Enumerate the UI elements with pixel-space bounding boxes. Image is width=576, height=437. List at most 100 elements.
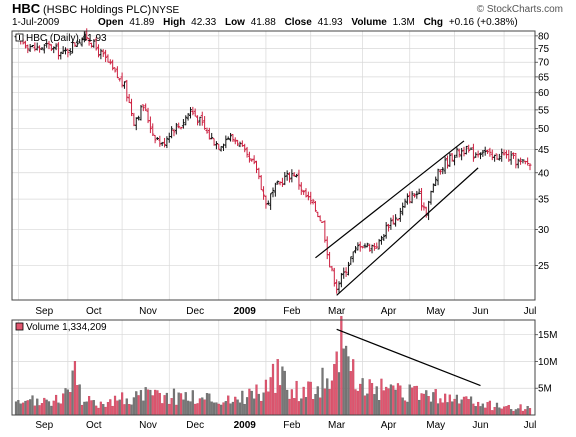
ohlc-bar — [339, 272, 343, 288]
volume-bar — [83, 401, 86, 416]
ohlc-bar — [207, 127, 211, 140]
volume-bar — [189, 401, 192, 416]
ohlc-bar — [144, 103, 148, 112]
volume-bar — [118, 399, 121, 416]
ohlc-bar — [375, 242, 379, 249]
ohlc-bar — [198, 116, 202, 126]
ohlc-bar — [349, 256, 353, 265]
volume-bar — [366, 393, 369, 416]
open-value: 41.89 — [129, 17, 154, 28]
ohlc-bar — [304, 188, 308, 198]
ohlc-bar — [99, 48, 103, 60]
ohlc-bar — [450, 153, 454, 162]
volume-bar — [304, 397, 308, 416]
ohlc-bar — [214, 141, 218, 150]
volume-bar — [104, 406, 107, 416]
price-panel-frame — [11, 30, 536, 301]
volume-bar — [526, 406, 529, 416]
ohlc-bar — [252, 155, 256, 165]
price-legend: HBC (Daily) 41.93 — [15, 33, 107, 44]
ohlc-bar — [313, 201, 317, 212]
date-axis-label: Oct — [86, 420, 102, 431]
ohlc-bar — [236, 139, 240, 147]
ohlc-bar — [31, 44, 35, 48]
ohlc-bar — [262, 186, 266, 200]
ohlc-bar — [26, 44, 30, 54]
volume-bar — [165, 392, 168, 416]
ohlc-bar — [511, 152, 515, 159]
trend-channel-lower — [336, 167, 479, 296]
ohlc-bar — [92, 39, 96, 48]
brand-watermark[interactable]: © StockCharts.com — [477, 4, 563, 15]
ohlc-bar — [257, 167, 261, 180]
volume-bar — [302, 386, 305, 416]
volume-bar — [370, 383, 374, 416]
volume-bar — [505, 406, 508, 416]
volume-bar — [243, 403, 246, 416]
volume-bar — [382, 390, 385, 416]
ohlc-bar — [196, 115, 200, 126]
price-tick-label: 80 — [538, 31, 550, 42]
volume-bar — [330, 380, 334, 416]
ohlc-bar — [113, 67, 117, 73]
volume-bar — [465, 396, 468, 416]
volume-bar — [154, 389, 157, 416]
ohlc-bar — [429, 190, 433, 205]
volume-bar — [116, 400, 119, 416]
volume-bar — [144, 387, 147, 416]
volume-bar — [413, 386, 416, 416]
ohlc-bar — [405, 193, 409, 205]
volume-bar — [363, 395, 367, 416]
volume-bar — [57, 402, 60, 416]
volume-bar — [85, 401, 88, 416]
quote-line: 1-Jul-2009 Open 41.89 High 42.33 Low 41.… — [12, 17, 518, 28]
volume-bar — [29, 399, 32, 416]
high-value: 42.33 — [191, 17, 216, 28]
date-axis-label: Feb — [283, 420, 301, 431]
ohlc-bar — [476, 150, 480, 158]
ohlc-bar — [78, 39, 82, 44]
date-axis-label: Nov — [139, 306, 157, 317]
volume-bar — [17, 400, 20, 416]
ohlc-bar — [486, 149, 490, 154]
volume-value: 1.3M — [393, 17, 415, 28]
ohlc-bar — [130, 98, 134, 117]
ohlc-bar — [493, 154, 497, 162]
volume-bar — [472, 403, 475, 416]
exchange-label: NYSE — [152, 5, 180, 16]
ohlc-bar — [233, 137, 237, 145]
ohlc-bar — [94, 37, 98, 51]
ohlc-bar — [177, 122, 181, 129]
ohlc-bar — [61, 46, 65, 54]
volume-bar — [38, 405, 41, 416]
ohlc-bar — [134, 117, 138, 131]
ohlc-bar — [469, 147, 473, 150]
ohlc-bar — [148, 116, 152, 134]
ohlc-bar — [441, 167, 445, 175]
volume-bar — [373, 394, 376, 416]
volume-bar — [502, 406, 506, 416]
ohlc-bar — [42, 44, 46, 54]
volume-bar — [179, 393, 183, 416]
ohlc-bar — [127, 93, 131, 104]
date-axis-label: Jun — [472, 306, 488, 317]
date-axis-label: Jun — [472, 420, 488, 431]
volume-bar — [194, 403, 197, 416]
date-axis-label: Sep — [35, 306, 53, 317]
volume-tick-label: 15M — [538, 330, 557, 341]
volume-bar — [283, 370, 286, 416]
ohlc-bar — [299, 182, 303, 195]
volume-bar — [274, 392, 277, 416]
volume-bar — [245, 397, 249, 416]
ohlc-bar — [311, 198, 315, 205]
ohlc-bar — [108, 59, 112, 65]
volume-bars — [14, 316, 532, 416]
change-value: +0.16 (+0.38%) — [449, 17, 518, 28]
ohlc-bar — [163, 137, 167, 148]
volume-bar — [191, 390, 194, 416]
ohlc-bar — [434, 176, 438, 187]
ohlc-bar — [264, 195, 268, 209]
volume-bar — [385, 386, 388, 416]
ohlc-bar — [245, 146, 249, 158]
price-tick-label: 35 — [538, 195, 550, 206]
